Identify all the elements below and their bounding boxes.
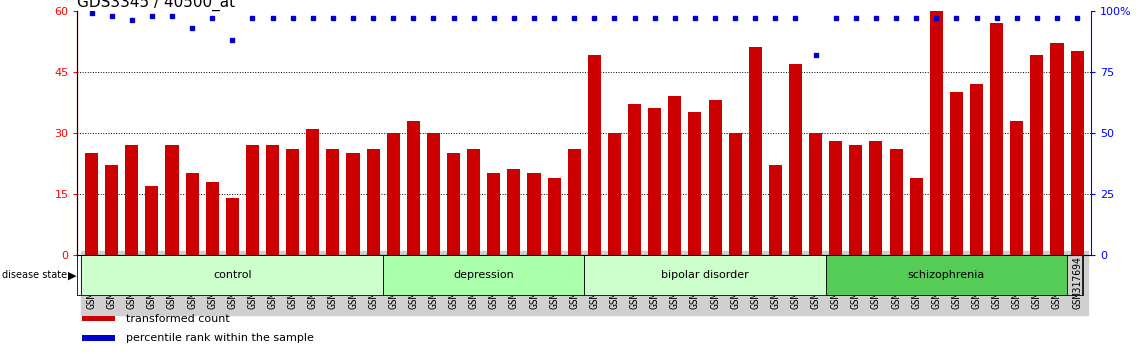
Bar (748, 47, 762, 255)
Bar (105, 165, 118, 255)
Bar (1050, 43, 1064, 255)
Bar (346, 153, 360, 255)
Bar (467, 149, 481, 255)
Bar (427, 133, 440, 255)
Text: transformed count: transformed count (125, 314, 229, 324)
Text: depression: depression (453, 270, 514, 280)
Bar (970, 84, 983, 255)
Bar (507, 170, 521, 255)
Bar (407, 120, 420, 255)
Bar (286, 149, 300, 255)
Bar (648, 108, 662, 255)
Bar (1010, 120, 1023, 255)
Bar (829, 141, 842, 255)
Bar (869, 141, 883, 255)
Text: GDS3345 / 40500_at: GDS3345 / 40500_at (77, 0, 236, 11)
Bar (608, 133, 621, 255)
Bar (367, 149, 379, 255)
Bar (584, 255, 826, 296)
Bar (628, 104, 641, 255)
Text: ▶: ▶ (67, 270, 76, 280)
Bar (729, 133, 741, 255)
Bar (306, 129, 319, 255)
Bar (527, 173, 541, 255)
Bar (446, 153, 460, 255)
Bar (165, 145, 179, 255)
Bar (125, 145, 138, 255)
Bar (85, 153, 98, 255)
Bar (809, 133, 822, 255)
Bar (548, 178, 560, 255)
Bar (226, 198, 239, 255)
Bar (487, 173, 500, 255)
Text: schizophrenia: schizophrenia (908, 270, 985, 280)
Text: bipolar disorder: bipolar disorder (661, 270, 748, 280)
Bar (850, 145, 862, 255)
Bar (267, 145, 279, 255)
Bar (82, 316, 115, 321)
Bar (688, 113, 702, 255)
Text: disease state: disease state (2, 270, 67, 280)
Bar (383, 255, 584, 296)
Bar (910, 178, 923, 255)
Bar (327, 149, 339, 255)
Bar (708, 100, 722, 255)
Bar (82, 255, 383, 296)
Bar (890, 149, 902, 255)
Bar (669, 96, 681, 255)
Bar (246, 145, 259, 255)
Text: percentile rank within the sample: percentile rank within the sample (125, 333, 313, 343)
Bar (789, 64, 802, 255)
Bar (990, 23, 1003, 255)
Bar (1071, 51, 1083, 255)
Bar (826, 255, 1067, 296)
Bar (950, 92, 962, 255)
Bar (82, 336, 115, 341)
Bar (387, 133, 400, 255)
Bar (1031, 56, 1043, 255)
Text: control: control (213, 270, 252, 280)
Bar (567, 149, 581, 255)
Bar (206, 182, 219, 255)
Bar (146, 185, 158, 255)
Bar (588, 56, 601, 255)
Bar (186, 173, 198, 255)
Bar (929, 11, 943, 255)
Bar (769, 165, 781, 255)
